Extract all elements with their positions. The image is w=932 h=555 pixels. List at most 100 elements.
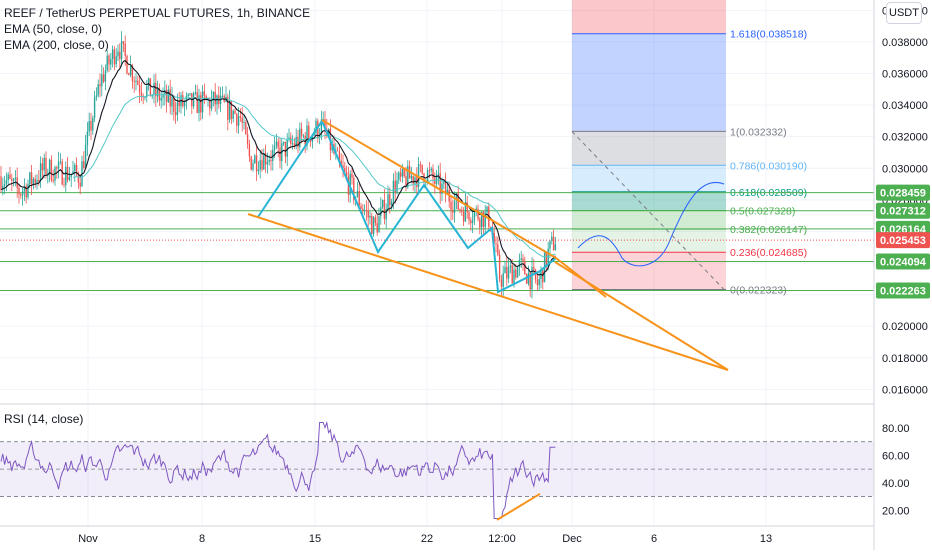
candle-body bbox=[531, 266, 533, 290]
candle-body bbox=[237, 116, 240, 126]
candle-body bbox=[358, 190, 360, 207]
time-axis[interactable]: Nov 8 15 22 12:00 Dec 6 13 bbox=[78, 533, 772, 545]
candle-body bbox=[234, 110, 236, 114]
candle-body bbox=[369, 215, 371, 218]
candle-body bbox=[286, 139, 288, 157]
price-label-badge bbox=[876, 202, 930, 219]
candle-body bbox=[419, 164, 422, 166]
candle-body bbox=[59, 161, 62, 163]
ema200-legend[interactable]: EMA (200, close, 0) bbox=[4, 38, 109, 52]
candle-body bbox=[455, 193, 458, 201]
price-axis-labels: 0.0284590.0273120.0261640.0254530.024094… bbox=[876, 184, 930, 299]
candle-body bbox=[462, 211, 465, 222]
price-tick-label: 0.030000 bbox=[882, 163, 928, 175]
price-label-badge bbox=[876, 282, 930, 299]
candle-body bbox=[241, 117, 243, 123]
fib-zone bbox=[572, 229, 726, 253]
candle-body bbox=[126, 55, 128, 74]
rsi-pane[interactable] bbox=[0, 420, 874, 521]
candle-body bbox=[498, 254, 501, 280]
fib-level-label: 0.5(0.027328) bbox=[730, 205, 795, 217]
candle-body bbox=[545, 252, 548, 266]
grid bbox=[0, 0, 874, 526]
falling-wedge[interactable] bbox=[247, 119, 729, 371]
candle-body bbox=[534, 269, 537, 280]
candle-body bbox=[432, 168, 434, 179]
candle-body bbox=[243, 122, 245, 123]
candle-body bbox=[264, 153, 267, 165]
candle-body bbox=[232, 110, 234, 119]
candle-body bbox=[110, 59, 112, 65]
candle-body bbox=[284, 141, 287, 157]
candle-body bbox=[104, 70, 107, 82]
candle-body bbox=[57, 161, 60, 169]
candle-body bbox=[200, 95, 202, 113]
candle-body bbox=[538, 278, 540, 286]
candle-body bbox=[111, 49, 114, 60]
candle-body bbox=[106, 55, 108, 71]
candle-body bbox=[399, 172, 402, 177]
candle-body bbox=[527, 273, 530, 284]
price-tick-label: 0.038000 bbox=[882, 37, 928, 49]
candle-body bbox=[83, 161, 85, 168]
candle-body bbox=[509, 265, 512, 268]
support-lines[interactable] bbox=[0, 192, 874, 291]
candle-body bbox=[466, 202, 468, 212]
candle-body bbox=[470, 220, 472, 224]
candle-body bbox=[92, 118, 94, 131]
candle-body bbox=[99, 84, 101, 87]
candle-body bbox=[113, 49, 116, 65]
candle-body bbox=[396, 180, 398, 193]
price-label-text: 0.024094 bbox=[880, 257, 927, 269]
candle-body bbox=[504, 266, 506, 274]
candle-body bbox=[266, 162, 269, 165]
candle-body bbox=[156, 88, 159, 97]
candle-body bbox=[381, 200, 384, 208]
candle-body bbox=[39, 163, 42, 181]
candle-body bbox=[495, 243, 497, 245]
price-axis[interactable]: 0.0400000.0380000.0360000.0340000.032000… bbox=[882, 5, 928, 396]
candle-body bbox=[151, 94, 153, 97]
symbol-title[interactable]: REEF / TetherUS PERPETUAL FUTURES, 1h, B… bbox=[4, 6, 311, 20]
candle-body bbox=[362, 208, 364, 211]
candle-body bbox=[38, 180, 40, 181]
rsi-axis[interactable]: 80.00 60.00 40.00 20.00 bbox=[882, 423, 910, 517]
candle-body bbox=[146, 86, 148, 98]
candle-body bbox=[5, 180, 8, 185]
currency-button[interactable]: USDT bbox=[886, 2, 922, 24]
candle-body bbox=[261, 160, 263, 170]
candle-body bbox=[160, 97, 162, 101]
candle-body bbox=[257, 169, 260, 172]
candle-body bbox=[120, 41, 123, 60]
candle-body bbox=[506, 266, 508, 279]
candle-body bbox=[468, 211, 470, 221]
candlestick-series bbox=[0, 31, 557, 299]
candle-body bbox=[259, 160, 261, 170]
time-tick-label: Dec bbox=[562, 533, 582, 545]
candle-body bbox=[115, 56, 117, 65]
candle-body bbox=[320, 119, 323, 135]
fibonacci-extension[interactable]: 1.618(0.038518) 1(0.032332) 0.786(0.030190… bbox=[572, 0, 807, 297]
candle-body bbox=[221, 95, 224, 97]
candle-body bbox=[201, 91, 204, 113]
candle-body bbox=[318, 134, 321, 138]
fib-zone bbox=[572, 252, 726, 290]
candle-body bbox=[196, 92, 198, 114]
price-label-text: 0.027312 bbox=[880, 206, 926, 218]
candle-body bbox=[18, 187, 20, 195]
price-label-badge bbox=[876, 184, 930, 201]
rsi-legend[interactable]: RSI (14, close) bbox=[4, 412, 84, 426]
projection-path[interactable] bbox=[577, 181, 725, 267]
candle-body bbox=[473, 211, 476, 221]
zigzag-pattern[interactable] bbox=[257, 118, 557, 294]
candle-body bbox=[435, 174, 438, 184]
candle-body bbox=[185, 96, 188, 103]
candle-body bbox=[552, 236, 555, 250]
fib-level-label: 1(0.032332) bbox=[730, 126, 787, 138]
upper-trendline bbox=[321, 119, 557, 259]
fib-zone bbox=[572, 165, 726, 192]
ema50-legend[interactable]: EMA (50, close, 0) bbox=[4, 22, 103, 36]
candle-body bbox=[97, 84, 99, 96]
